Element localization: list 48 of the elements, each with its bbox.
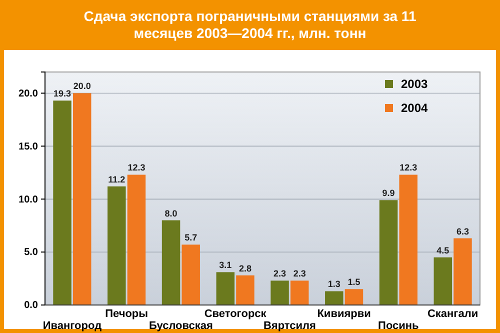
data-label: 20.0: [73, 81, 91, 92]
data-label: 5.7: [184, 232, 198, 243]
bar: [127, 174, 146, 305]
bar: [216, 272, 235, 305]
data-label: 3.1: [219, 260, 232, 270]
y-tick-label: 10.0: [18, 194, 38, 206]
bar: [325, 291, 344, 305]
x-tick-label: Вяртсиля: [263, 320, 316, 332]
bar: [290, 280, 309, 305]
data-label: 6.3: [456, 226, 469, 236]
bar: [72, 93, 92, 305]
bar: [236, 275, 254, 305]
y-tick-label: 5.0: [24, 247, 38, 258]
data-label: 9.9: [382, 188, 395, 198]
y-tick-label: 0.0: [24, 300, 38, 312]
bar: [454, 238, 472, 305]
data-label: 1.3: [328, 279, 340, 290]
chart-title: Сдача экспорта пограничными станциями за 11 месяцев 2003—2004 гг., млн. тонн: [84, 8, 416, 41]
x-tick-label: Скангали: [427, 308, 478, 320]
legend-label: 2003: [401, 77, 428, 91]
data-label: 12.3: [400, 162, 418, 173]
data-label: 19.3: [54, 88, 72, 99]
bar: [270, 280, 289, 305]
data-label: 11.2: [108, 174, 126, 184]
y-tick-label: 15.0: [18, 141, 38, 152]
x-tick-label: Кивиярви: [317, 308, 371, 320]
bar: [162, 220, 180, 305]
x-tick-label: Бусловская: [148, 320, 213, 332]
data-label: 12.3: [128, 162, 146, 173]
bar: [344, 289, 364, 305]
x-tick-label: Посинь: [378, 320, 420, 332]
x-tick-label: Светогорск: [204, 308, 267, 320]
data-label: 1.5: [348, 277, 360, 288]
data-label: 2.3: [274, 268, 286, 279]
bar: [108, 186, 126, 305]
y-tick-label: 20.0: [18, 88, 38, 100]
bar: [182, 244, 200, 305]
bar: [434, 257, 452, 305]
x-tick-label: Ивангород: [42, 320, 102, 332]
data-label: 8.0: [164, 208, 178, 218]
x-tick-label: Печоры: [105, 308, 148, 320]
data-label: 2.8: [238, 263, 252, 274]
bar: [53, 100, 72, 305]
bar: [379, 200, 398, 305]
bar: [399, 174, 418, 305]
data-label: 4.5: [436, 245, 450, 256]
legend-label: 2004: [401, 101, 428, 115]
data-label: 2.3: [293, 268, 306, 279]
